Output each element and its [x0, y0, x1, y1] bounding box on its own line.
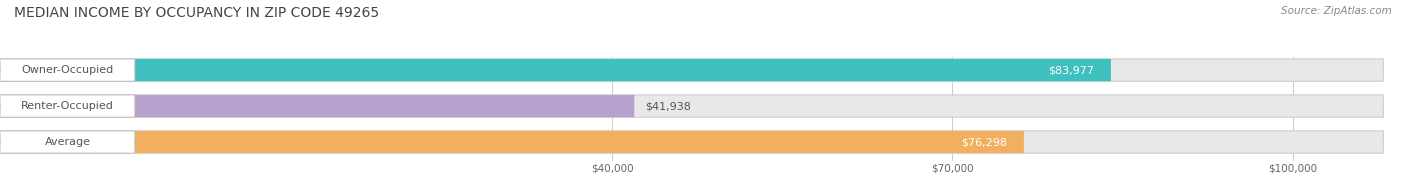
FancyBboxPatch shape — [0, 95, 135, 117]
Text: $83,977: $83,977 — [1047, 65, 1094, 75]
Text: $41,938: $41,938 — [645, 101, 692, 111]
Text: Owner-Occupied: Owner-Occupied — [21, 65, 114, 75]
FancyBboxPatch shape — [0, 95, 1384, 117]
FancyBboxPatch shape — [0, 59, 1111, 81]
Text: MEDIAN INCOME BY OCCUPANCY IN ZIP CODE 49265: MEDIAN INCOME BY OCCUPANCY IN ZIP CODE 4… — [14, 6, 380, 20]
FancyBboxPatch shape — [0, 131, 135, 153]
Text: $76,298: $76,298 — [960, 137, 1007, 147]
FancyBboxPatch shape — [0, 59, 135, 81]
Text: Average: Average — [45, 137, 90, 147]
Text: Source: ZipAtlas.com: Source: ZipAtlas.com — [1281, 6, 1392, 16]
FancyBboxPatch shape — [0, 59, 1384, 81]
Text: Renter-Occupied: Renter-Occupied — [21, 101, 114, 111]
FancyBboxPatch shape — [0, 131, 1384, 153]
FancyBboxPatch shape — [0, 131, 1024, 153]
FancyBboxPatch shape — [0, 95, 634, 117]
